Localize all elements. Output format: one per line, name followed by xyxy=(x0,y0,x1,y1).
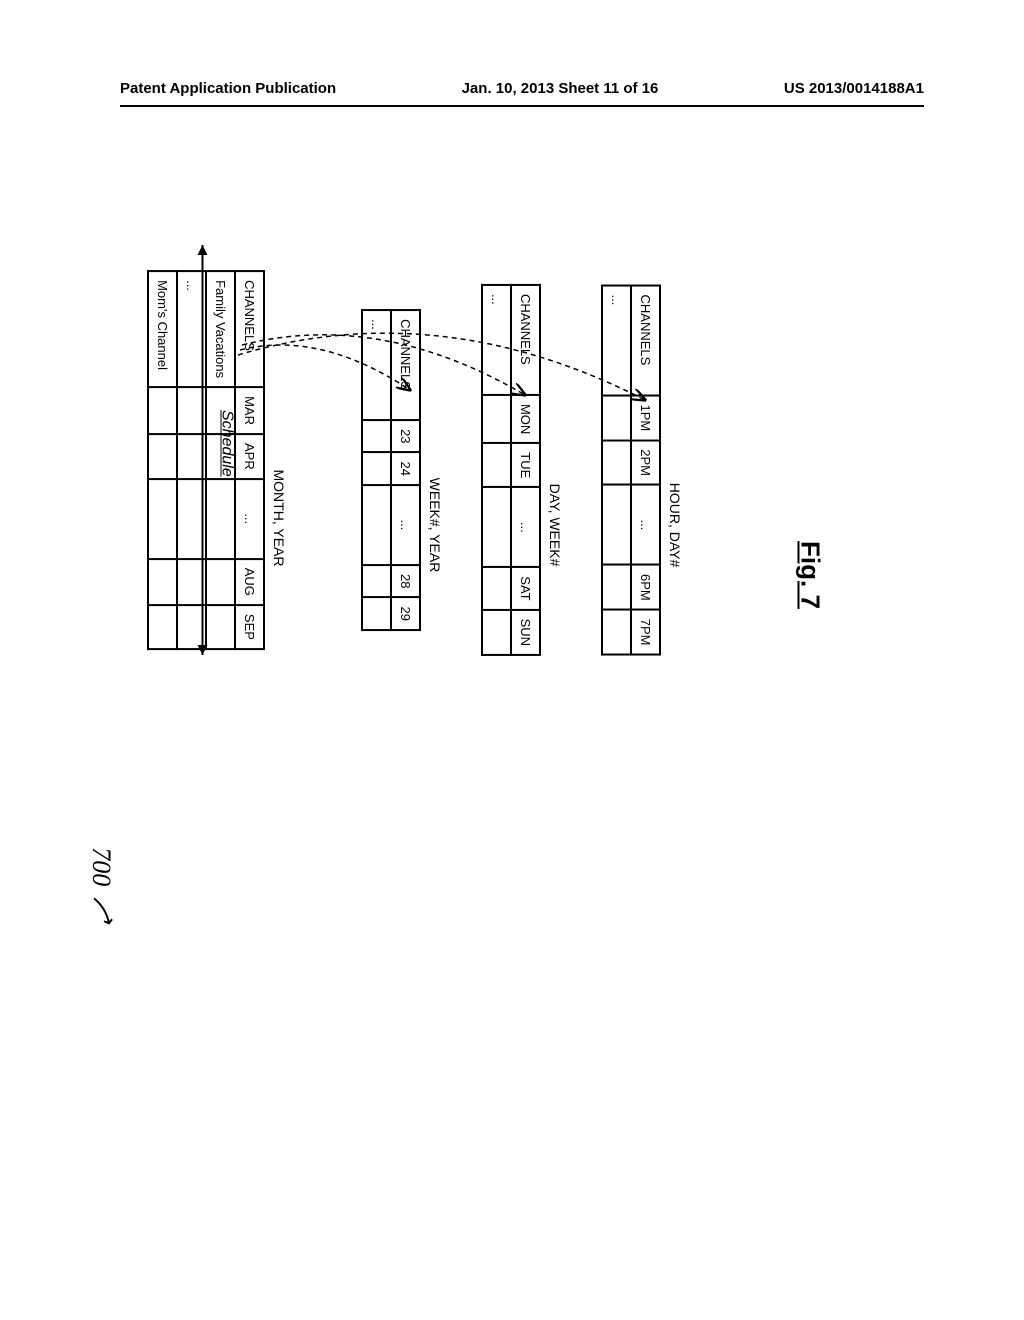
month-table-wrap: MONTH, YEAR CHANNELS MAR APR ... AUG SEP… xyxy=(147,270,293,650)
day-table: DAY, WEEK# CHANNELS MON TUE ... SAT SUN … xyxy=(481,284,569,656)
header-mid: Jan. 10, 2013 Sheet 11 of 16 xyxy=(462,80,659,97)
figure-area: 700 Schedule MONTH, YEAR CHANNELS MAR AP… xyxy=(120,160,900,1060)
page-header: Patent Application Publication Jan. 10, … xyxy=(120,80,924,97)
hour-table-wrap: HOUR, DAY# CHANNELS 1PM 2PM ... 6PM 7PM … xyxy=(601,285,689,656)
week-table: WEEK#, YEAR CHANNELS 23 24 ... 28 29 ... xyxy=(361,309,449,631)
week-table-wrap: WEEK#, YEAR CHANNELS 23 24 ... 28 29 ... xyxy=(361,309,449,631)
header-rule xyxy=(120,105,924,107)
day-table-wrap: DAY, WEEK# CHANNELS MON TUE ... SAT SUN … xyxy=(481,284,569,656)
ref-number: 700 xyxy=(84,847,116,933)
month-table: MONTH, YEAR CHANNELS MAR APR ... AUG SEP… xyxy=(147,270,293,650)
figure-label: Fig. 7 xyxy=(795,541,826,609)
channels-header: CHANNELS xyxy=(235,271,264,387)
hour-title: HOUR, DAY# xyxy=(660,396,689,655)
header-right: US 2013/0014188A1 xyxy=(784,80,924,97)
week-title: WEEK#, YEAR xyxy=(420,420,449,630)
month-title: MONTH, YEAR xyxy=(264,387,293,649)
day-title: DAY, WEEK# xyxy=(540,395,569,655)
header-left: Patent Application Publication xyxy=(120,80,336,97)
hour-table: HOUR, DAY# CHANNELS 1PM 2PM ... 6PM 7PM … xyxy=(601,285,689,656)
